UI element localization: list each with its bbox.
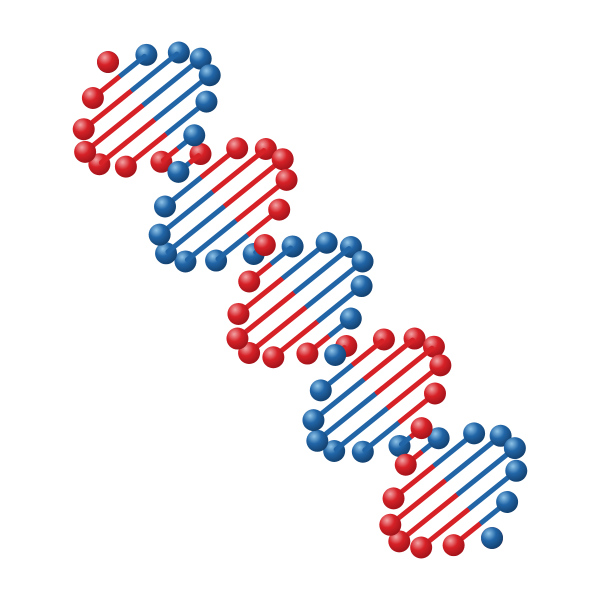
helix-sphere-red xyxy=(74,141,96,163)
helix-sphere-red xyxy=(115,156,137,178)
helix-sphere-blue xyxy=(505,460,527,482)
helix-sphere-red xyxy=(226,328,248,350)
helix-sphere-blue xyxy=(149,224,171,246)
helix-sphere-red xyxy=(395,454,417,476)
helix-sphere-blue xyxy=(340,308,362,330)
helix-sphere-blue xyxy=(167,161,189,183)
helix-sphere-red xyxy=(73,118,95,140)
helix-sphere-red xyxy=(443,534,465,556)
helix-sphere-blue xyxy=(463,422,485,444)
helix-sphere-red xyxy=(238,270,260,292)
helix-sphere-red xyxy=(82,87,104,109)
helix-sphere-blue xyxy=(154,196,176,218)
helix-sphere-red xyxy=(424,383,446,405)
helix-sphere-blue xyxy=(324,344,346,366)
helix-rungs-back xyxy=(84,57,518,550)
helix-sphere-blue xyxy=(496,491,518,513)
helix-sphere-blue xyxy=(195,91,217,113)
helix-sphere-blue xyxy=(199,64,221,86)
helix-sphere-red xyxy=(296,343,318,365)
helix-sphere-blue xyxy=(306,430,328,452)
helix-rung xyxy=(333,363,442,453)
helix-sphere-blue xyxy=(351,275,373,297)
helix-sphere-blue xyxy=(352,250,374,272)
helix-sphere-blue xyxy=(183,124,205,146)
helix-strand-front xyxy=(73,51,528,549)
helix-sphere-red xyxy=(411,417,433,439)
helix-sphere-red xyxy=(276,169,298,191)
helix-sphere-blue xyxy=(481,527,503,549)
helix-sphere-red xyxy=(379,514,401,536)
helix-sphere-red xyxy=(97,51,119,73)
helix-sphere-blue xyxy=(316,232,338,254)
dna-helix-diagram xyxy=(0,0,600,600)
helix-sphere-red xyxy=(254,234,276,256)
helix-sphere-red xyxy=(226,137,248,159)
helix-sphere-red xyxy=(227,303,249,325)
helix-sphere-red xyxy=(272,148,294,170)
helix-sphere-red xyxy=(429,354,451,376)
helix-sphere-red xyxy=(383,487,405,509)
helix-sphere-red xyxy=(268,199,290,221)
helix-sphere-red xyxy=(410,537,432,559)
helix-sphere-blue xyxy=(310,379,332,401)
helix-sphere-red xyxy=(262,346,284,368)
helix-rung xyxy=(158,147,267,237)
helix-sphere-blue xyxy=(504,437,526,459)
helix-sphere-blue xyxy=(302,409,324,431)
